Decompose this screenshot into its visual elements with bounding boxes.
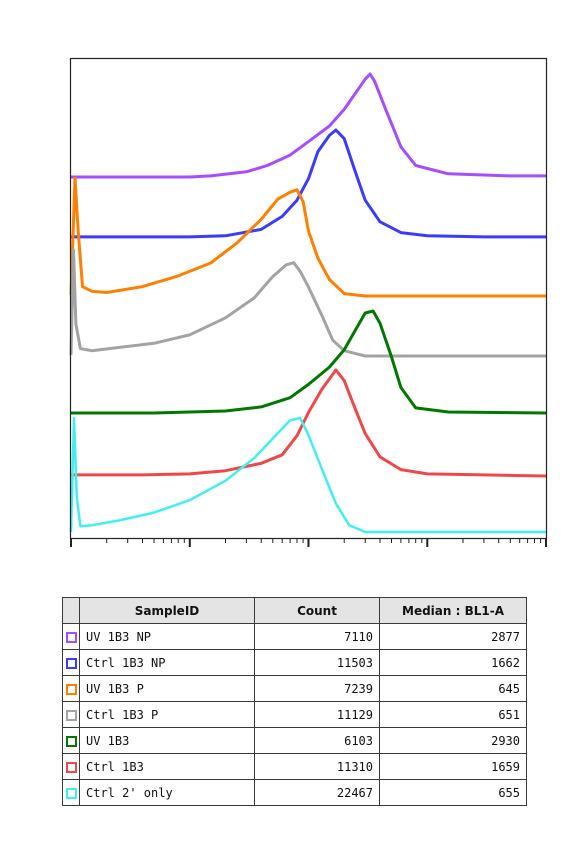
- histogram-series-uv-1b3-np: [71, 72, 546, 179]
- table-body: UV 1B3 NP 7110 2877 Ctrl 1B3 NP 11503 1662 UV …: [62, 623, 527, 806]
- table-row: Ctrl 1B3 NP 11503 1662: [62, 649, 527, 676]
- median-cell: 2877: [379, 623, 527, 650]
- sample-id-cell: Ctrl 2' only: [79, 779, 255, 806]
- table-row: UV 1B3 P 7239 645: [62, 675, 527, 702]
- sample-id-cell: Ctrl 1B3 P: [79, 701, 255, 728]
- histogram-series-uv-1b3-p: [69, 176, 546, 298]
- median-cell: 2930: [379, 727, 527, 754]
- sample-id-cell: Ctrl 1B3 NP: [79, 649, 255, 676]
- swatch-header-cell: [62, 597, 80, 624]
- histogram-series-ctrl-2-only: [69, 416, 546, 534]
- swatch-cell: [62, 701, 80, 728]
- table-row: Ctrl 2' only 22467 655: [62, 779, 527, 806]
- table-row: Ctrl 1B3 11310 1659: [62, 753, 527, 780]
- swatch-cell: [62, 727, 80, 754]
- count-cell: 6103: [254, 727, 380, 754]
- swatch-cell: [62, 649, 80, 676]
- histogram-series-ctrl-1b3: [71, 368, 547, 478]
- histogram-curves: [69, 72, 547, 534]
- color-swatch: [65, 761, 77, 773]
- median-header: Median : BL1-A: [379, 597, 527, 624]
- sample-id-cell: UV 1B3 NP: [79, 623, 255, 650]
- count-header: Count: [254, 597, 380, 624]
- swatch-cell: [62, 753, 80, 780]
- median-cell: 651: [379, 701, 527, 728]
- table-header-row: SampleID Count Median : BL1-A: [62, 597, 527, 624]
- color-swatch: [65, 735, 77, 747]
- color-swatch: [65, 631, 77, 643]
- histogram-series-uv-1b3: [71, 309, 547, 415]
- count-cell: 11310: [254, 753, 380, 780]
- table-row: UV 1B3 6103 2930: [62, 727, 527, 754]
- histogram-series-ctrl-1b3-p: [69, 248, 546, 358]
- color-swatch: [65, 657, 77, 669]
- sample-id-header: SampleID: [79, 597, 255, 624]
- color-swatch: [65, 787, 77, 799]
- x-axis-ticks: [70, 538, 547, 547]
- median-cell: 655: [379, 779, 527, 806]
- color-swatch: [65, 709, 77, 721]
- plot-frame: [69, 57, 548, 540]
- histogram-overlay-chart: [69, 57, 548, 547]
- median-cell: 1659: [379, 753, 527, 780]
- histogram-series-ctrl-1b3-np: [71, 128, 546, 239]
- table-row: Ctrl 1B3 P 11129 651: [62, 701, 527, 728]
- sample-id-cell: UV 1B3: [79, 727, 255, 754]
- table-row: UV 1B3 NP 7110 2877: [62, 623, 527, 650]
- count-cell: 7239: [254, 675, 380, 702]
- sample-id-cell: Ctrl 1B3: [79, 753, 255, 780]
- count-cell: 11503: [254, 649, 380, 676]
- sample-id-cell: UV 1B3 P: [79, 675, 255, 702]
- median-cell: 1662: [379, 649, 527, 676]
- sample-statistics-table: SampleID Count Median : BL1-A UV 1B3 NP 7…: [62, 597, 527, 806]
- swatch-cell: [62, 675, 80, 702]
- count-cell: 11129: [254, 701, 380, 728]
- count-cell: 22467: [254, 779, 380, 806]
- swatch-cell: [62, 623, 80, 650]
- median-cell: 645: [379, 675, 527, 702]
- count-cell: 7110: [254, 623, 380, 650]
- color-swatch: [65, 683, 77, 695]
- swatch-cell: [62, 779, 80, 806]
